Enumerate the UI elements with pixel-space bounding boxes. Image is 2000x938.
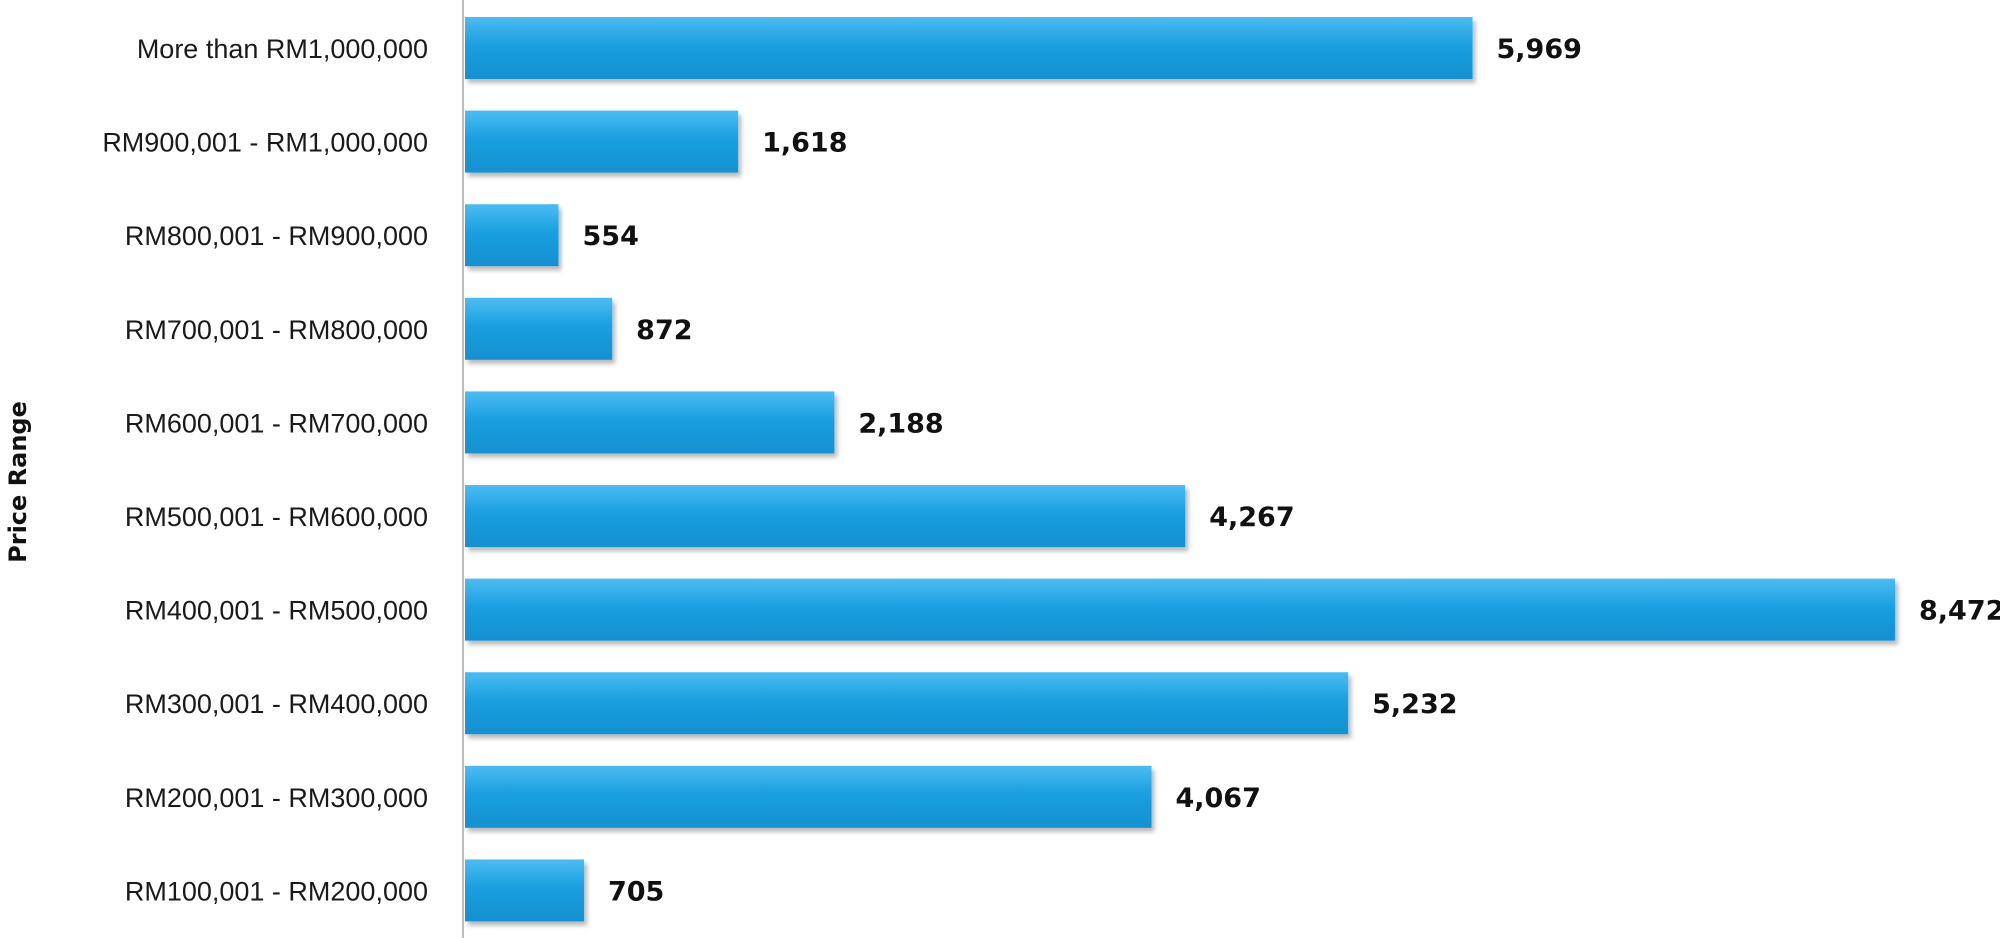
data-label: 705 bbox=[608, 876, 664, 907]
category-tick-label: RM100,001 - RM200,000 bbox=[125, 876, 428, 906]
category-tick-label: RM600,001 - RM700,000 bbox=[125, 408, 428, 438]
data-label: 1,618 bbox=[762, 128, 847, 159]
bar bbox=[465, 578, 1895, 641]
data-label: 5,232 bbox=[1372, 689, 1457, 720]
bar bbox=[465, 391, 835, 454]
category-tick-label: RM200,001 - RM300,000 bbox=[125, 783, 428, 813]
data-label: 4,267 bbox=[1209, 502, 1294, 533]
data-label: 554 bbox=[583, 221, 639, 252]
y-axis-title: Price Range bbox=[4, 401, 32, 563]
bar bbox=[465, 17, 1473, 79]
category-tick-label: RM700,001 - RM800,000 bbox=[125, 315, 428, 345]
bar bbox=[465, 485, 1186, 547]
category-tick-label: More than RM1,000,000 bbox=[137, 34, 428, 64]
category-tick-label: RM400,001 - RM500,000 bbox=[125, 596, 428, 626]
category-tick-label: RM800,001 - RM900,000 bbox=[125, 221, 428, 251]
bar bbox=[465, 859, 584, 922]
bars bbox=[465, 17, 1895, 922]
data-label: 872 bbox=[636, 315, 692, 346]
bar bbox=[465, 110, 739, 173]
category-tick-label: RM900,001 - RM1,000,000 bbox=[102, 128, 428, 158]
data-label: 4,067 bbox=[1175, 783, 1260, 814]
data-label: 8,472 bbox=[1919, 596, 2000, 627]
bar bbox=[465, 672, 1349, 735]
value-labels: 5,969 1,618 554 872 2,188 4,267 8,472 5,232 4,06… bbox=[583, 34, 2000, 907]
category-tick-label: RM500,001 - RM600,000 bbox=[125, 502, 428, 532]
bar bbox=[465, 765, 1152, 828]
category-labels: More than RM1,000,000 RM900,001 - RM1,000… bbox=[102, 34, 428, 906]
data-label: 5,969 bbox=[1497, 34, 1582, 65]
category-tick-label: RM300,001 - RM400,000 bbox=[125, 689, 428, 719]
bar bbox=[465, 204, 559, 267]
data-label: 2,188 bbox=[858, 408, 943, 439]
bar bbox=[465, 297, 613, 360]
